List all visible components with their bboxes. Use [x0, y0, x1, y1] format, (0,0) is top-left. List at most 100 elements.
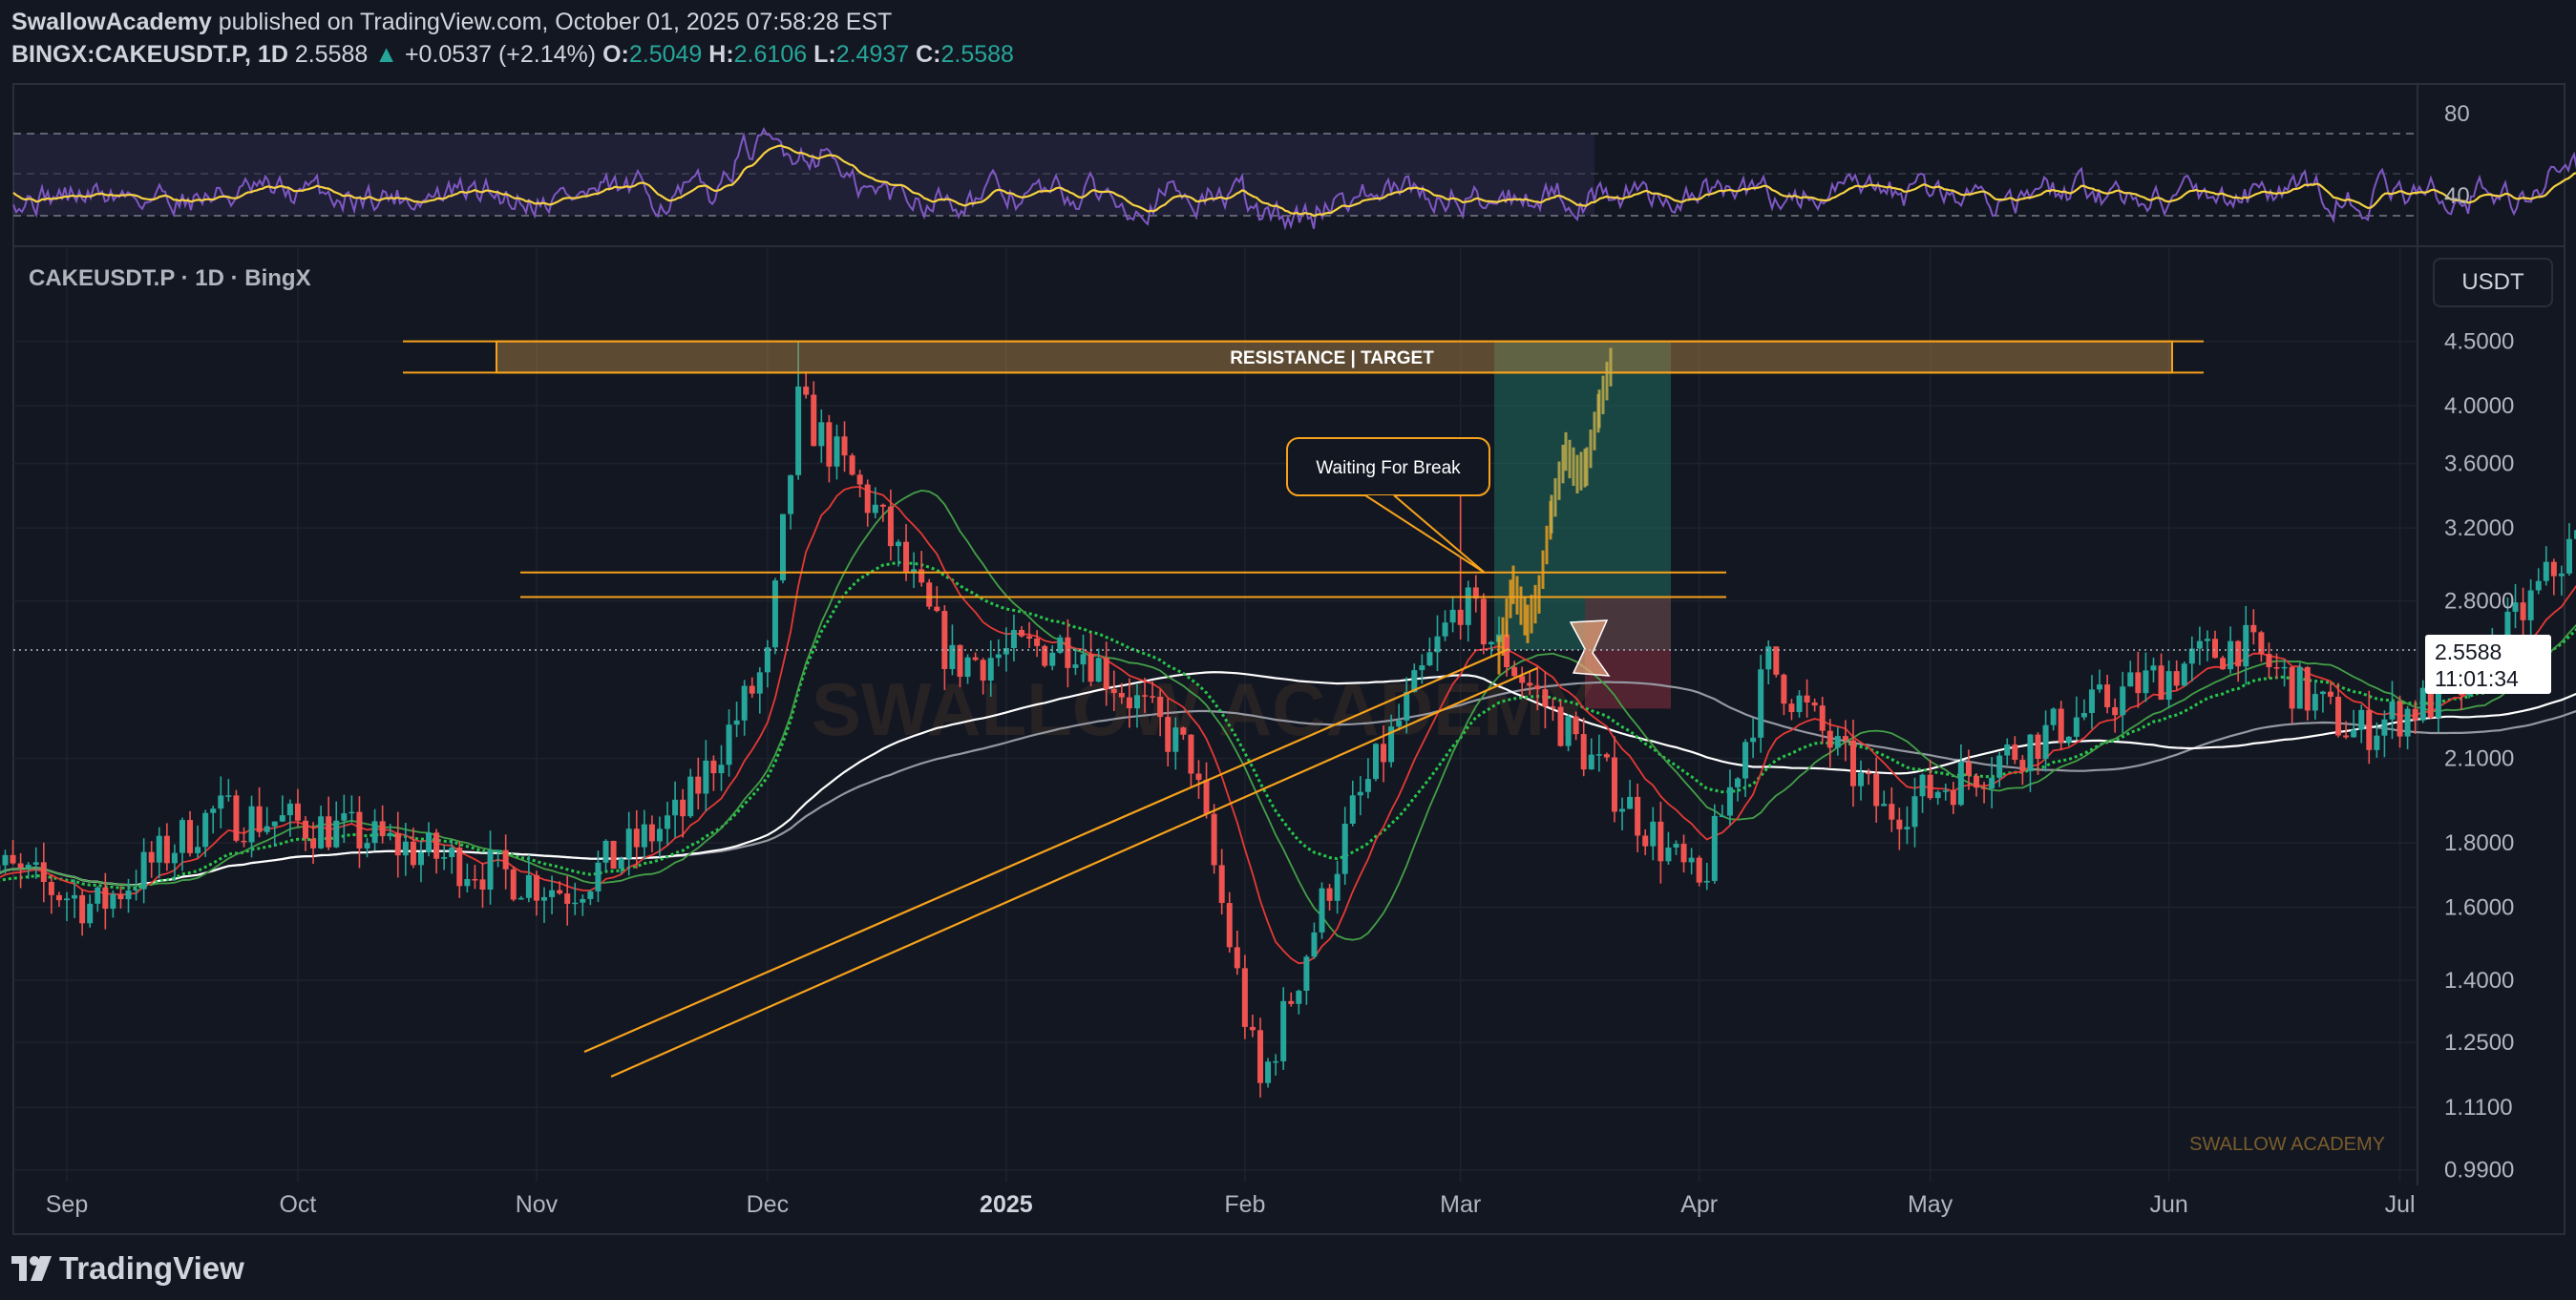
- drawings[interactable]: RESISTANCE | TARGET Waiting For Break: [13, 340, 2418, 1079]
- candle-body: [1019, 630, 1024, 637]
- candle-body: [1188, 734, 1194, 774]
- candle-body: [1218, 865, 1225, 904]
- candle-body: [2527, 590, 2534, 620]
- candle-body: [426, 832, 433, 852]
- projected-bar: [1583, 449, 1587, 488]
- candle-body: [2351, 729, 2357, 738]
- candle-body: [2435, 678, 2441, 718]
- candle-body: [1834, 736, 1841, 748]
- candle-body: [625, 828, 632, 859]
- rsi-pane[interactable]: 80 40: [12, 101, 2576, 231]
- close-value: 2.5588: [940, 41, 1014, 68]
- candle-body: [1919, 774, 1926, 797]
- candle-body: [1334, 873, 1341, 901]
- candle-body: [587, 891, 594, 899]
- candle-body: [1472, 587, 1479, 599]
- candle-body: [1873, 773, 1880, 807]
- candle-body: [1758, 669, 1764, 738]
- candle-body: [2381, 719, 2388, 736]
- candle-body: [1889, 804, 1895, 820]
- candle-body: [1087, 654, 1094, 682]
- candle-body: [1172, 727, 1179, 752]
- candles[interactable]: [0, 341, 2576, 1098]
- watermark-text: SWALLOW ACADEMY: [812, 667, 1594, 751]
- candle-body: [1557, 706, 1564, 746]
- symbol-label: CAKEUSDT.P · 1D · BingX: [29, 265, 311, 291]
- candle-body: [648, 824, 655, 842]
- up-arrow-icon: ▲: [374, 41, 398, 68]
- time-tick: Jun: [2149, 1191, 2187, 1218]
- candle-body: [672, 799, 679, 816]
- projected-bar: [1515, 576, 1519, 615]
- projected-bar: [1530, 595, 1533, 634]
- candle-body: [849, 455, 855, 475]
- rsi-tick-80: 80: [2444, 101, 2470, 127]
- candle-body: [1911, 796, 1918, 828]
- projected-bar: [1553, 477, 1557, 517]
- tradingview-logo[interactable]: TradingView: [11, 1250, 244, 1287]
- candle-body: [2050, 708, 2057, 725]
- candle-body: [1788, 703, 1795, 713]
- candle-body: [834, 436, 840, 467]
- candle-body: [1665, 847, 1672, 862]
- candle-body: [1965, 762, 1972, 776]
- candle-body: [1796, 695, 1803, 713]
- candle-body: [140, 851, 147, 890]
- projected-bar: [1561, 445, 1565, 484]
- candle-body: [1603, 754, 1610, 758]
- projected-bar: [1509, 579, 1512, 619]
- currency-button[interactable]: USDT: [2433, 258, 2553, 307]
- candle-body: [1703, 880, 1710, 883]
- candle-body: [303, 820, 308, 839]
- publisher-name[interactable]: SwallowAcademy: [11, 9, 212, 35]
- candle-body: [125, 890, 132, 900]
- rsi-tick-40: 40: [2444, 183, 2470, 209]
- candle-body: [417, 851, 424, 866]
- candle-body: [1996, 755, 2003, 778]
- candle-body: [2027, 734, 2034, 771]
- candle-body: [1449, 609, 1456, 623]
- candle-body: [2558, 573, 2565, 577]
- price-axis[interactable]: 4.5000 4.0000 3.6000 3.2000 2.8000 2.1000 1.80…: [2444, 329, 2514, 1184]
- candle-body: [695, 776, 702, 794]
- time-axis[interactable]: SepOctNovDec2025FebMarAprMayJunJulAugSep…: [46, 1191, 2576, 1218]
- time-tick: Dec: [747, 1191, 789, 1218]
- candle-body: [110, 893, 116, 910]
- candle-body: [2512, 602, 2519, 612]
- candle-body: [464, 878, 471, 887]
- candle-body: [1226, 903, 1233, 948]
- candle-body: [2019, 760, 2026, 771]
- candle-body: [202, 812, 209, 848]
- candle-body: [803, 386, 810, 395]
- candle-body: [502, 849, 509, 870]
- candle-body: [1026, 636, 1033, 639]
- candle-body: [1049, 652, 1056, 666]
- candle-body: [2143, 670, 2149, 694]
- candle-body: [572, 902, 579, 905]
- candle-body: [1650, 821, 1657, 847]
- candle-body: [1826, 730, 1833, 748]
- price-tick: 1.6000: [2444, 894, 2514, 920]
- candle-body: [248, 806, 255, 843]
- candle-body: [55, 894, 62, 901]
- candle-body: [1249, 1026, 1256, 1031]
- candle-body: [2243, 624, 2249, 667]
- candle-body: [541, 896, 547, 901]
- candle-body: [1396, 720, 1403, 727]
- candle-body: [1241, 968, 1248, 1027]
- candle-body: [2389, 701, 2396, 720]
- candle-body: [1735, 778, 1741, 787]
- projected-bar: [1533, 584, 1537, 624]
- projected-bar: [1523, 597, 1527, 636]
- candle-body: [926, 582, 933, 607]
- candle-body: [934, 606, 940, 612]
- projected-bar: [1564, 431, 1568, 472]
- candle-body: [710, 760, 717, 774]
- candle-body: [1974, 775, 1979, 788]
- candle-body: [95, 887, 101, 904]
- candle-body: [171, 852, 178, 864]
- candle-body: [1849, 740, 1856, 786]
- candle-body: [487, 849, 494, 891]
- candle-body: [326, 816, 332, 848]
